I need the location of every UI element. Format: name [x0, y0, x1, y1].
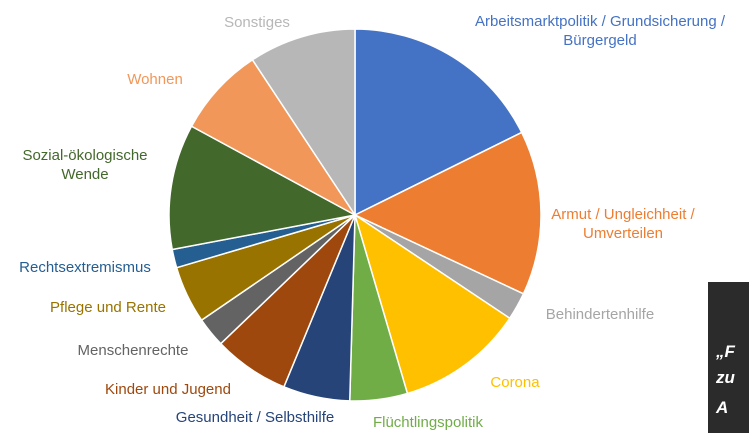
- slice-label: Kinder und Jugend: [78, 380, 258, 399]
- slice-label: Flüchtlingspolitik: [348, 413, 508, 432]
- slice-label: Arbeitsmarktpolitik / Grundsicherung / B…: [450, 12, 749, 50]
- slice-label: Rechtsextremismus: [0, 258, 175, 277]
- slice-label: Gesundheit / Selbsthilfe: [155, 408, 355, 427]
- slice-label: Behindertenhilfe: [525, 305, 675, 324]
- slice-label: Pflege und Rente: [18, 298, 198, 317]
- slice-label: Sonstiges: [197, 13, 317, 32]
- photo-text: A: [716, 398, 728, 418]
- photo-text: „F: [716, 342, 735, 362]
- slice-label: Menschenrechte: [43, 341, 223, 360]
- slice-label: Wohnen: [95, 70, 215, 89]
- slice-label: Corona: [465, 373, 565, 392]
- page: „F zu A Arbeitsmarktpolitik / Grundsiche…: [0, 0, 749, 433]
- slice-label: Sozial-ökologische Wende: [10, 146, 160, 184]
- slice-label: Armut / Ungleichheit / Umverteilen: [548, 205, 698, 243]
- photo-text: zu: [716, 368, 735, 388]
